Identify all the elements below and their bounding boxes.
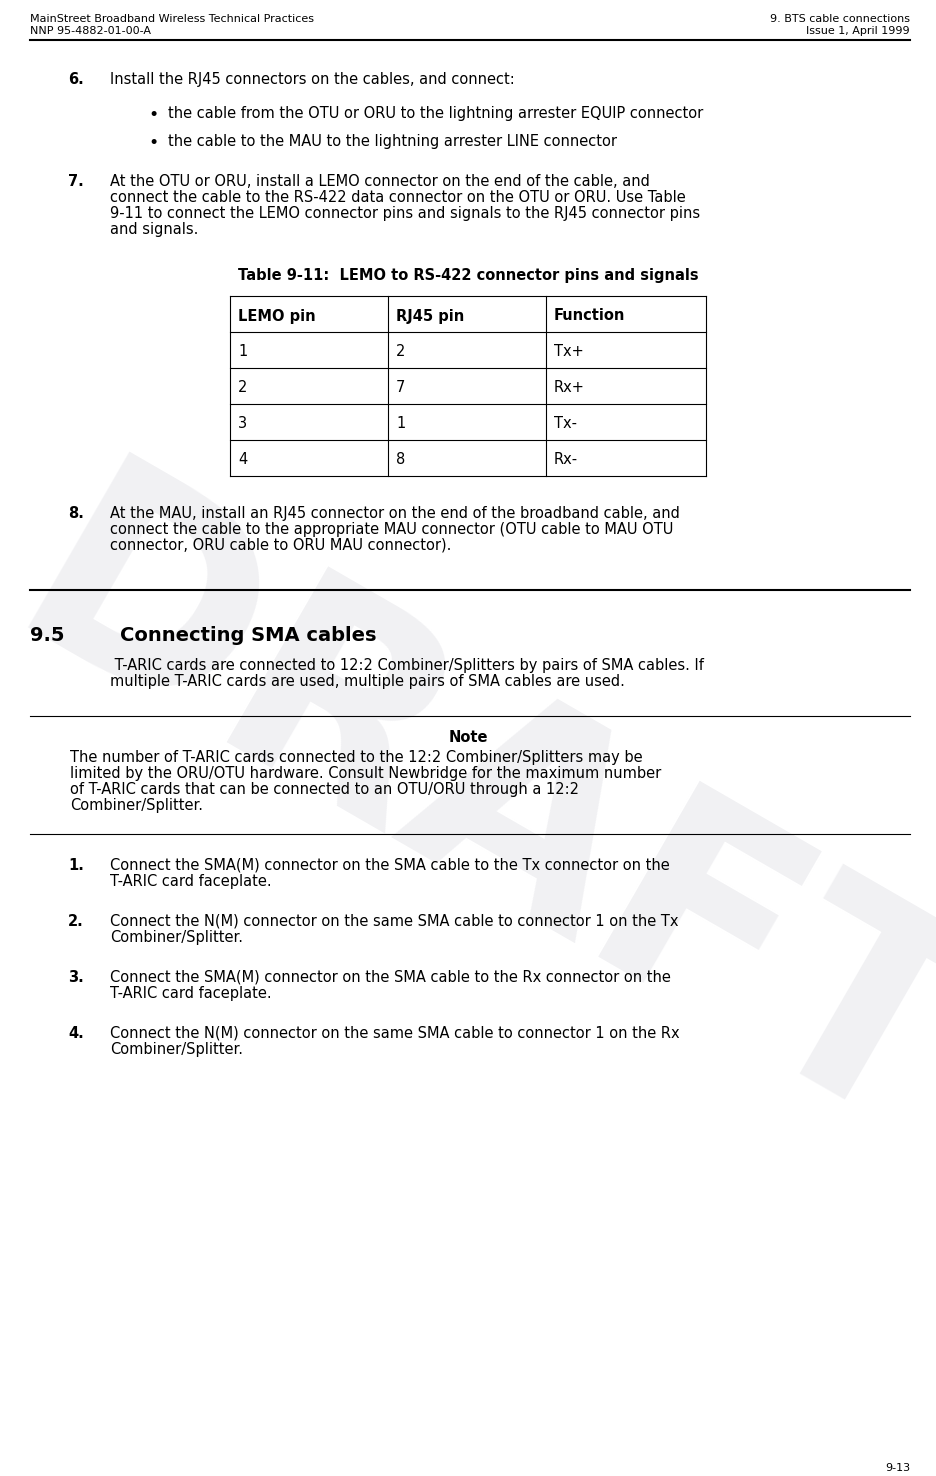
Text: 3.: 3. xyxy=(68,970,83,984)
Text: 7: 7 xyxy=(396,381,405,396)
Text: Combiner/Splitter.: Combiner/Splitter. xyxy=(110,1042,243,1057)
Text: Connect the N(M) connector on the same SMA cable to connector 1 on the Tx: Connect the N(M) connector on the same S… xyxy=(110,914,679,928)
Text: Connect the SMA(M) connector on the SMA cable to the Tx connector on the: Connect the SMA(M) connector on the SMA … xyxy=(110,858,670,872)
Text: 4.: 4. xyxy=(68,1026,83,1041)
Text: LEMO pin: LEMO pin xyxy=(238,308,315,323)
Text: 1.: 1. xyxy=(68,858,84,872)
Text: 6.: 6. xyxy=(68,72,83,87)
Text: Connect the N(M) connector on the same SMA cable to connector 1 on the Rx: Connect the N(M) connector on the same S… xyxy=(110,1026,680,1041)
Text: Connect the SMA(M) connector on the SMA cable to the Rx connector on the: Connect the SMA(M) connector on the SMA … xyxy=(110,970,671,984)
Text: •: • xyxy=(148,106,158,124)
Text: the cable to the MAU to the lightning arrester LINE connector: the cable to the MAU to the lightning ar… xyxy=(168,134,617,149)
Text: the cable from the OTU or ORU to the lightning arrester EQUIP connector: the cable from the OTU or ORU to the lig… xyxy=(168,106,703,121)
Text: Tx-: Tx- xyxy=(554,416,577,431)
Text: Function: Function xyxy=(554,308,625,323)
Text: 8.: 8. xyxy=(68,506,84,521)
Text: Note: Note xyxy=(448,731,488,745)
Text: 9-11 to connect the LEMO connector pins and signals to the RJ45 connector pins: 9-11 to connect the LEMO connector pins … xyxy=(110,207,700,221)
Text: connector, ORU cable to ORU MAU connector).: connector, ORU cable to ORU MAU connecto… xyxy=(110,537,451,554)
Text: Combiner/Splitter.: Combiner/Splitter. xyxy=(70,799,203,813)
Text: Combiner/Splitter.: Combiner/Splitter. xyxy=(110,930,243,945)
Text: of T-ARIC cards that can be connected to an OTU/ORU through a 12:2: of T-ARIC cards that can be connected to… xyxy=(70,782,579,797)
Text: 2: 2 xyxy=(238,381,247,396)
Text: Table 9-11:  LEMO to RS-422 connector pins and signals: Table 9-11: LEMO to RS-422 connector pin… xyxy=(238,269,698,283)
Text: 1: 1 xyxy=(238,344,247,360)
Text: NNP 95-4882-01-00-A: NNP 95-4882-01-00-A xyxy=(30,27,151,35)
Text: Tx+: Tx+ xyxy=(554,344,584,360)
Text: 4: 4 xyxy=(238,453,247,468)
Text: T-ARIC card faceplate.: T-ARIC card faceplate. xyxy=(110,986,271,1001)
Text: At the OTU or ORU, install a LEMO connector on the end of the cable, and: At the OTU or ORU, install a LEMO connec… xyxy=(110,174,650,189)
Text: 1: 1 xyxy=(396,416,405,431)
Text: Rx-: Rx- xyxy=(554,453,578,468)
Text: connect the cable to the appropriate MAU connector (OTU cable to MAU OTU: connect the cable to the appropriate MAU… xyxy=(110,523,673,537)
Text: 3: 3 xyxy=(238,416,247,431)
Text: Connecting SMA cables: Connecting SMA cables xyxy=(120,626,376,645)
Text: multiple T-ARIC cards are used, multiple pairs of SMA cables are used.: multiple T-ARIC cards are used, multiple… xyxy=(110,675,625,689)
Text: Issue 1, April 1999: Issue 1, April 1999 xyxy=(807,27,910,35)
Text: and signals.: and signals. xyxy=(110,221,198,238)
Text: •: • xyxy=(148,134,158,152)
Text: limited by the ORU/OTU hardware. Consult Newbridge for the maximum number: limited by the ORU/OTU hardware. Consult… xyxy=(70,766,661,781)
Text: 9-13: 9-13 xyxy=(885,1463,910,1473)
Text: Rx+: Rx+ xyxy=(554,381,585,396)
Text: DRAFT: DRAFT xyxy=(0,443,936,1197)
Text: 2: 2 xyxy=(396,344,405,360)
Text: 7.: 7. xyxy=(68,174,83,189)
Text: 8: 8 xyxy=(396,453,405,468)
Text: T-ARIC cards are connected to 12:2 Combiner/Splitters by pairs of SMA cables. If: T-ARIC cards are connected to 12:2 Combi… xyxy=(110,658,704,673)
Text: 2.: 2. xyxy=(68,914,83,928)
Text: At the MAU, install an RJ45 connector on the end of the broadband cable, and: At the MAU, install an RJ45 connector on… xyxy=(110,506,680,521)
Text: 9. BTS cable connections: 9. BTS cable connections xyxy=(770,13,910,24)
Text: T-ARIC card faceplate.: T-ARIC card faceplate. xyxy=(110,874,271,889)
Text: MainStreet Broadband Wireless Technical Practices: MainStreet Broadband Wireless Technical … xyxy=(30,13,314,24)
Text: The number of T-ARIC cards connected to the 12:2 Combiner/Splitters may be: The number of T-ARIC cards connected to … xyxy=(70,750,643,765)
Text: 9.5: 9.5 xyxy=(30,626,65,645)
Text: connect the cable to the RS-422 data connector on the OTU or ORU. Use Table: connect the cable to the RS-422 data con… xyxy=(110,190,686,205)
Text: Install the RJ45 connectors on the cables, and connect:: Install the RJ45 connectors on the cable… xyxy=(110,72,515,87)
Text: RJ45 pin: RJ45 pin xyxy=(396,308,464,323)
